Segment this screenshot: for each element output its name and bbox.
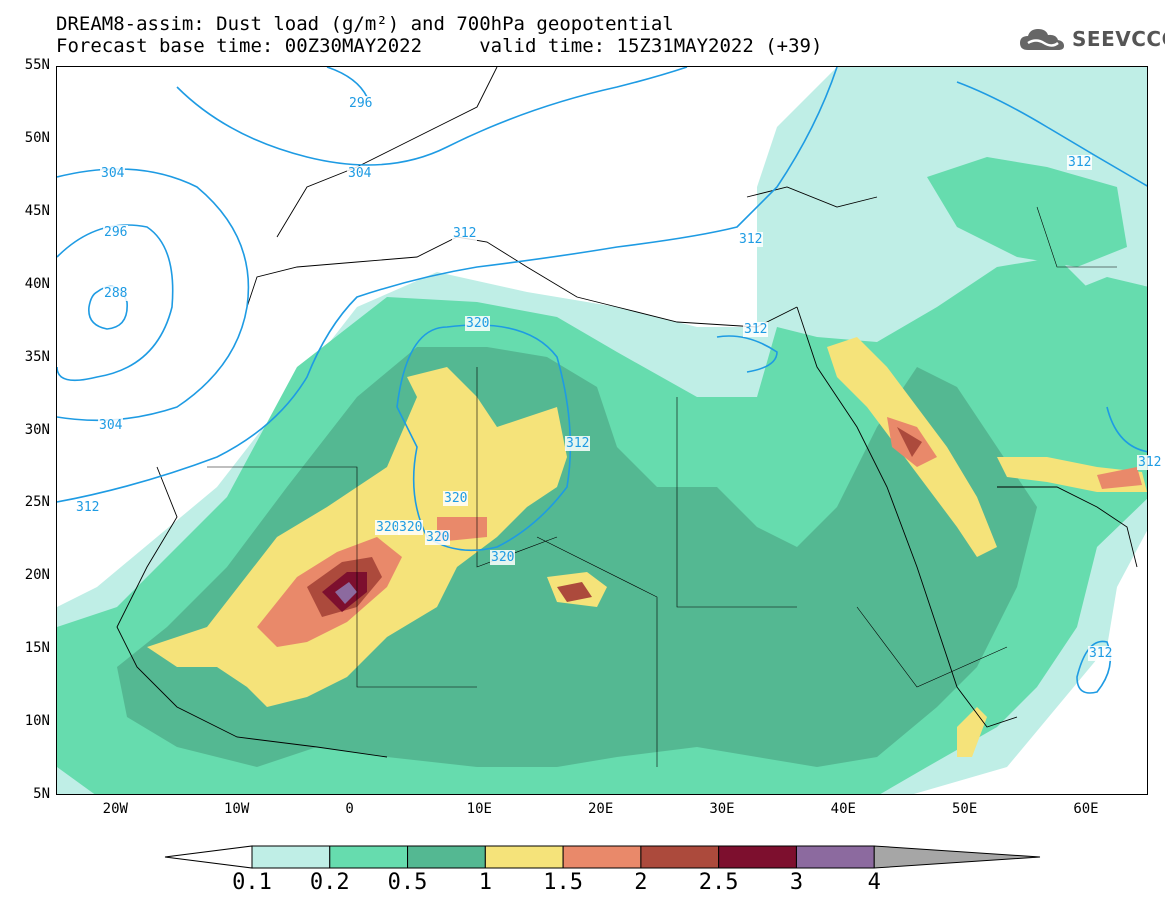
contour-label: 288 <box>103 286 129 301</box>
colorbar-min-arrow <box>164 845 253 869</box>
colorbar-tick-label: 0.1 <box>232 870 272 895</box>
dust-map <box>57 67 1147 794</box>
geopotential-contours <box>57 67 1147 694</box>
lon-tick-label: 10E <box>466 801 492 817</box>
lon-tick-label: 20W <box>102 801 128 817</box>
dust-field-yellow-horn <box>957 707 987 757</box>
contour-label: 320 <box>465 316 491 331</box>
map-subtitle: Forecast base time: 00Z30MAY2022 valid t… <box>56 35 823 57</box>
contour-label: 296 <box>348 96 374 111</box>
lat-tick-label: 10N <box>24 713 50 730</box>
contour-label: 320 <box>490 550 516 565</box>
logo-text: SEEVCCC <box>1072 27 1165 51</box>
lon-tick-label: 20E <box>588 801 614 817</box>
lon-tick-label: 30E <box>709 801 735 817</box>
lat-tick-label: 35N <box>24 348 50 365</box>
colorbar-tick-label: 3 <box>789 870 804 895</box>
dust-field-medium-north <box>927 157 1127 267</box>
dust-field-darkred-2 <box>557 582 592 602</box>
colorbar-max-arrow <box>873 845 1041 869</box>
map-title: DREAM8-assim: Dust load (g/m²) and 700hP… <box>56 13 674 35</box>
colorbar-tick-label: 2.5 <box>698 870 739 895</box>
contour-label: 312 <box>738 232 764 247</box>
dust-field-purple <box>335 582 357 604</box>
contour-label: 304 <box>98 418 124 433</box>
colorbar-tick-label: 0.5 <box>387 870 428 895</box>
lat-tick-label: 40N <box>24 275 50 292</box>
dust-field-medium-east <box>1057 277 1147 397</box>
colorbar-segment <box>640 845 720 869</box>
cloud-icon <box>1020 29 1064 50</box>
borders <box>207 206 1117 767</box>
lon-tick-label: 10W <box>224 801 250 817</box>
contour-label: 312 <box>1137 455 1163 470</box>
lat-tick-label: 30N <box>24 421 50 438</box>
contour-label: 320 <box>375 520 401 535</box>
lon-tick-label: 60E <box>1073 801 1099 817</box>
dust-field-orange-4 <box>1097 467 1142 489</box>
dust-field-darkred-3 <box>897 427 922 457</box>
colorbar-tick-label: 1 <box>478 870 492 895</box>
contour-label: 312 <box>1088 646 1114 661</box>
colorbar-tick-label: 2 <box>634 870 648 895</box>
colorbar-segment <box>407 845 486 869</box>
lat-tick-label: 20N <box>24 567 50 584</box>
colorbar-segment <box>329 845 409 869</box>
contour-label: 312 <box>1067 155 1093 170</box>
contour-label: 296 <box>103 225 129 240</box>
contour-label: 320 <box>443 491 469 506</box>
colorbar-segment <box>718 845 797 869</box>
lat-tick-label: 45N <box>24 202 50 219</box>
contour-label: 304 <box>100 166 126 181</box>
contour-label: 312 <box>452 226 478 241</box>
lat-tick-label: 55N <box>24 57 50 73</box>
lat-tick-label: 50N <box>24 129 50 146</box>
contour-label: 304 <box>347 166 373 181</box>
lat-tick-label: 25N <box>24 494 50 511</box>
contour-label: 320 <box>425 530 451 545</box>
colorbar-tick-label: 0.2 <box>309 870 350 895</box>
colorbar-segment <box>562 845 642 869</box>
contour-label: 312 <box>75 500 101 515</box>
seevccc-logo: SEEVCCC <box>1018 26 1165 52</box>
colorbar-tick-label: 4 <box>867 870 881 895</box>
lat-tick-label: 15N <box>24 640 50 657</box>
colorbar-segment <box>795 845 875 869</box>
lat-tick-label: 5N <box>33 786 50 802</box>
colorbar-tick-label: 1.5 <box>543 870 583 895</box>
colorbar-segment <box>251 845 331 869</box>
lon-tick-label: 0 <box>345 801 354 817</box>
coastlines <box>116 67 1138 758</box>
lon-tick-label: 50E <box>952 801 978 817</box>
lon-tick-label: 40E <box>830 801 856 817</box>
contour-label: 312 <box>743 322 769 337</box>
colorbar-segment <box>484 845 564 869</box>
contour-label: 320 <box>398 520 424 535</box>
map-panel <box>56 66 1148 795</box>
contour-label: 312 <box>565 436 591 451</box>
